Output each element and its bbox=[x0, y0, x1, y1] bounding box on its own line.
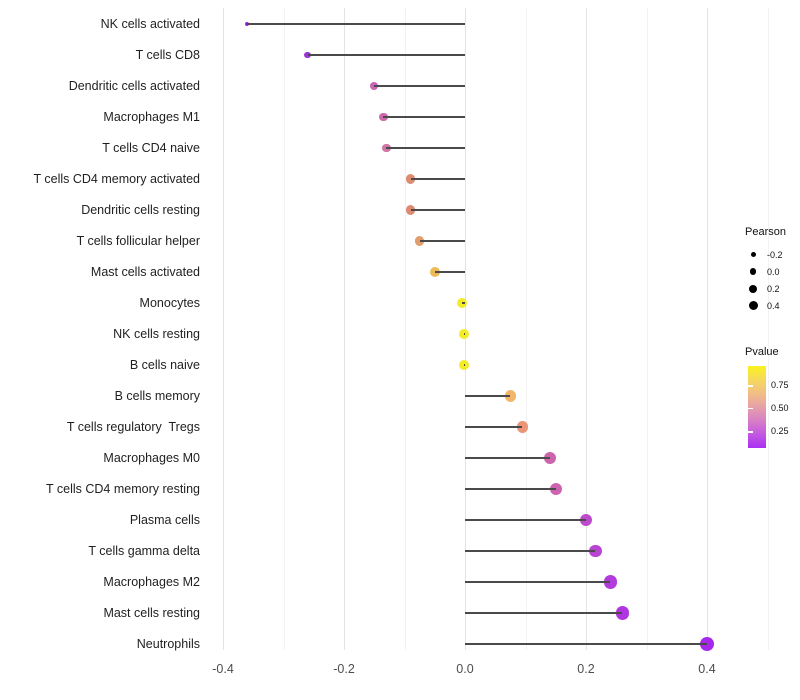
lollipop-dot bbox=[603, 575, 617, 589]
lollipop-stem bbox=[461, 302, 465, 304]
lollipop-stem bbox=[307, 54, 465, 56]
lollipop-stem bbox=[247, 23, 465, 25]
legend-pearson-item: 0.2 bbox=[745, 280, 800, 297]
lollipop-stem bbox=[465, 643, 707, 645]
pvalue-tick-mark bbox=[748, 407, 753, 410]
y-axis-label: T cells CD4 naive bbox=[102, 141, 200, 155]
legend-size-dot-cell bbox=[745, 268, 761, 275]
lollipop-stem bbox=[465, 488, 556, 490]
legend-size-label: -0.2 bbox=[767, 249, 783, 260]
y-axis-label: NK cells activated bbox=[100, 17, 200, 31]
lollipop-stem bbox=[374, 85, 465, 87]
lollipop-stem bbox=[465, 550, 596, 552]
pvalue-tick-label: 0.25 bbox=[771, 426, 789, 437]
y-axis-label: Macrophages M1 bbox=[103, 110, 200, 124]
pvalue-tick-mark bbox=[748, 385, 753, 387]
y-axis-label: T cells CD4 memory resting bbox=[46, 482, 200, 496]
y-axis-label: T cells follicular helper bbox=[76, 234, 200, 248]
lollipop-dot bbox=[405, 174, 416, 184]
lollipop-stem bbox=[465, 426, 523, 428]
lollipop-stem bbox=[410, 178, 465, 180]
legend-size-dot bbox=[748, 301, 758, 310]
x-axis-tick-label: 0.2 bbox=[577, 662, 595, 676]
lollipop-stem bbox=[410, 209, 465, 211]
lollipop-dot bbox=[414, 236, 425, 246]
lollipop-stem bbox=[465, 457, 550, 459]
lollipop-dot bbox=[405, 205, 416, 215]
lollipop-dot bbox=[516, 421, 529, 433]
gridline-minor bbox=[646, 8, 648, 650]
pvalue-tick-label: 0.75 bbox=[771, 380, 789, 391]
legend: Pearson -0.2 0.0 0.2 0.4 Pvalue 0.75 0.50 0.2… bbox=[745, 226, 800, 448]
lollipop-dot bbox=[588, 544, 602, 558]
legend-pearson-item: 0.4 bbox=[745, 297, 800, 314]
y-axis-label: B cells naive bbox=[129, 358, 200, 372]
gridline-major bbox=[586, 8, 587, 650]
y-axis-label: T cells gamma delta bbox=[88, 544, 200, 558]
y-axis-label: B cells memory bbox=[114, 389, 200, 403]
x-axis-tick-label: 0.0 bbox=[456, 662, 474, 676]
gridline-minor bbox=[283, 8, 285, 650]
legend-pearson: Pearson -0.2 0.0 0.2 0.4 bbox=[745, 226, 800, 314]
legend-pearson-title: Pearson bbox=[745, 226, 786, 238]
y-axis-label: Mast cells activated bbox=[90, 265, 200, 279]
gridline-minor bbox=[767, 8, 769, 650]
y-axis-label: NK cells resting bbox=[113, 327, 200, 341]
lollipop-stem bbox=[465, 395, 511, 397]
y-axis-label: Monocytes bbox=[139, 296, 200, 310]
y-axis-label: Mast cells resting bbox=[103, 606, 200, 620]
plot-panel bbox=[210, 8, 795, 652]
lollipop-stem bbox=[463, 364, 465, 366]
gridline-major bbox=[707, 8, 708, 650]
gridline-minor bbox=[404, 8, 406, 650]
legend-pvalue-colorbar: 0.75 0.50 0.25 bbox=[745, 366, 800, 448]
lollipop-dot bbox=[370, 81, 379, 91]
legend-size-dot-cell bbox=[745, 284, 761, 293]
gridline-major bbox=[223, 8, 224, 650]
lollipop-stem bbox=[465, 612, 623, 614]
lollipop-stem bbox=[465, 519, 586, 521]
legend-pvalue: Pvalue 0.75 0.50 0.25 bbox=[745, 346, 800, 448]
lollipop-stem bbox=[463, 333, 465, 335]
lollipop-stem bbox=[386, 147, 465, 149]
legend-size-dot-cell bbox=[745, 301, 761, 310]
y-axis-label: Dendritic cells activated bbox=[68, 79, 200, 93]
legend-pearson-items: -0.2 0.0 0.2 0.4 bbox=[745, 246, 800, 314]
pvalue-tick-label: 0.50 bbox=[771, 402, 789, 413]
gridline-major bbox=[344, 8, 345, 650]
legend-size-label: 0.2 bbox=[767, 283, 780, 294]
pvalue-tick-mark bbox=[748, 431, 753, 433]
y-axis-label: Macrophages M2 bbox=[103, 575, 200, 589]
lollipop-dot bbox=[429, 267, 440, 277]
x-axis-tick-label: 0.4 bbox=[698, 662, 716, 676]
y-axis-label: T cells CD8 bbox=[135, 48, 200, 62]
legend-size-dot bbox=[749, 268, 757, 275]
legend-size-dot bbox=[750, 252, 756, 257]
lollipop-stem bbox=[383, 116, 465, 118]
y-axis-label: Neutrophils bbox=[136, 637, 200, 651]
legend-pvalue-title: Pvalue bbox=[745, 346, 779, 358]
lollipop-stem bbox=[465, 581, 611, 583]
y-axis-label: T cells regulatory Tregs bbox=[66, 420, 200, 434]
legend-pearson-item: -0.2 bbox=[745, 246, 800, 263]
y-axis-label: T cells CD4 memory activated bbox=[33, 172, 201, 186]
legend-pearson-item: 0.0 bbox=[745, 263, 800, 280]
lollipop-dot bbox=[456, 297, 468, 309]
lollipop-stem bbox=[434, 271, 465, 273]
x-axis-tick-label: -0.2 bbox=[333, 662, 355, 676]
legend-size-dot-cell bbox=[745, 252, 761, 257]
lollipop-dot bbox=[245, 22, 250, 26]
y-axis-label: Macrophages M0 bbox=[103, 451, 200, 465]
lollipop-stem bbox=[419, 240, 465, 242]
x-axis-tick-label: -0.4 bbox=[212, 662, 234, 676]
y-axis-label: Plasma cells bbox=[129, 513, 200, 527]
gridline-minor bbox=[525, 8, 527, 650]
y-axis-label: Dendritic cells resting bbox=[81, 203, 200, 217]
legend-size-label: 0.0 bbox=[767, 266, 780, 277]
legend-size-dot bbox=[749, 284, 757, 293]
legend-size-label: 0.4 bbox=[767, 300, 780, 311]
